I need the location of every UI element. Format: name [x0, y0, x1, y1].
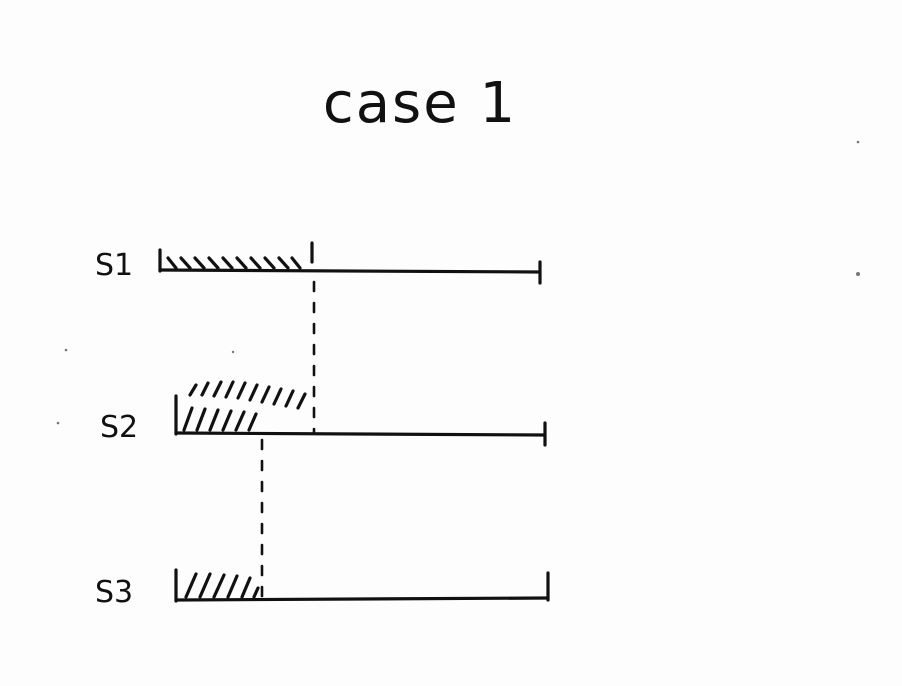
row-s3: S3 — [95, 568, 550, 610]
hatch-s3 — [184, 572, 260, 599]
timeline-s1 — [158, 268, 542, 274]
timeline-s3 — [174, 596, 550, 602]
hatch-s2-upper — [188, 380, 307, 410]
diagram-title: case 1 — [323, 71, 517, 136]
row-label-s2: S2 — [100, 410, 138, 445]
timeline-s2 — [174, 431, 547, 437]
row-label-s3: S3 — [95, 575, 133, 610]
row-s1: S1 — [95, 241, 542, 285]
hatch-s2-lower — [182, 406, 258, 432]
row-s2: S2 — [100, 380, 547, 447]
hatch-s1 — [166, 256, 302, 270]
background-specks — [56, 140, 860, 425]
row-label-s1: S1 — [95, 248, 133, 283]
